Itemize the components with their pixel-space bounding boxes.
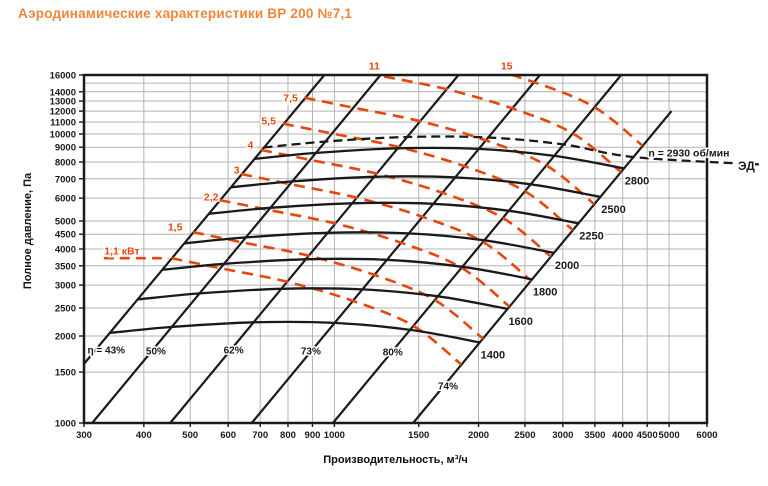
x-tick-label: 2500	[514, 430, 535, 441]
y-tick-label: 3500	[55, 261, 76, 272]
power-label-1.5kw: 1,5	[168, 222, 183, 234]
chart-title: Аэродинамические характеристики ВР 200 №…	[18, 6, 353, 21]
x-tick-label: 4000	[612, 430, 633, 441]
fan-curve-2800	[254, 146, 625, 170]
x-tick-label: 1000	[324, 430, 345, 441]
y-tick-label: 7000	[55, 174, 76, 185]
fan-curve-2000	[184, 231, 555, 255]
x-tick-label: 1500	[408, 430, 429, 441]
x-tick-label: 700	[252, 430, 268, 441]
x-tick-label: 800	[280, 430, 296, 441]
efficiency-label-80: 80%	[383, 348, 403, 359]
y-tick-label: 13000	[50, 97, 76, 108]
y-tick-label: 4000	[55, 245, 76, 256]
efficiency-line-43	[84, 74, 326, 365]
x-tick-label: 3500	[584, 430, 605, 441]
fan-curve-label-2250: 2250	[579, 230, 603, 242]
y-tick-label: 2000	[55, 332, 76, 343]
y-axis-title: Полное давление, Па	[22, 172, 34, 290]
y-tick-label: 1500	[55, 368, 76, 379]
power-curve-11kw	[365, 74, 622, 174]
fan-curve-2250	[208, 201, 579, 225]
x-tick-label: 2000	[468, 430, 489, 441]
x-tick-label: 500	[182, 430, 198, 441]
fan-curve-label-1400: 1400	[481, 349, 505, 361]
power-curve-15kw	[504, 74, 644, 147]
y-tick-label: 8000	[55, 158, 76, 169]
power-label-3kw: 3	[234, 165, 240, 177]
efficiency-label-43: η = 43%	[88, 345, 126, 356]
efficiency-line-80	[332, 74, 623, 424]
motor-ed-label: ЭД	[738, 159, 755, 173]
fan-curve-label-1600: 1600	[508, 316, 532, 328]
power-curve-1.5kw	[192, 230, 484, 340]
fan-curve-label-2000: 2000	[555, 260, 579, 272]
power-label-7.5kw: 7,5	[283, 92, 298, 104]
y-tick-label: 12000	[50, 107, 76, 118]
power-curve-5.5kw	[282, 122, 574, 232]
power-label-4kw: 4	[248, 140, 254, 152]
y-tick-label: 2500	[55, 303, 76, 314]
y-tick-label: 11000	[50, 118, 76, 129]
power-label-11kw: 11	[369, 61, 380, 73]
x-tick-label: 600	[220, 430, 236, 441]
plot-border	[82, 73, 709, 425]
y-tick-label: 6000	[55, 194, 76, 205]
power-label-5.5kw: 5,5	[261, 116, 276, 128]
x-tick-label: 3000	[552, 430, 573, 441]
y-tick-label: 9000	[55, 143, 76, 154]
y-tick-label: 5000	[55, 216, 76, 227]
y-tick-label: 16000	[50, 71, 76, 82]
x-tick-label: 6000	[696, 430, 717, 441]
efficiency-label-50: 50%	[146, 346, 166, 357]
fan-curve-label-2500: 2500	[601, 204, 625, 216]
y-tick-label: 4500	[55, 230, 76, 241]
efficiency-label-73: 73%	[301, 346, 321, 357]
x-tick-label: 4500	[637, 430, 658, 441]
power-label-1.1kw: 1,1 кВт	[104, 245, 139, 257]
efficiency-label-74: 74%	[438, 381, 458, 392]
efficiency-line-62	[169, 74, 460, 424]
fan-curve-2500	[230, 175, 601, 199]
fan-curve-1600	[137, 287, 508, 311]
x-axis-title: Производительность, м³/ч	[323, 454, 468, 466]
power-label-15kw: 15	[501, 61, 513, 73]
motor-curve-2930	[263, 135, 759, 166]
fan-curve-1800	[162, 257, 533, 281]
y-tick-label: 10000	[50, 129, 76, 140]
efficiency-label-62: 62%	[224, 345, 244, 356]
motor-speed-label: n = 2930 об/мин	[648, 147, 729, 159]
power-curve-4kw	[260, 148, 552, 258]
power-curve-1.1kw	[171, 256, 463, 366]
x-tick-label: 5000	[659, 430, 680, 441]
x-tick-label: 400	[136, 430, 152, 441]
plot-area	[84, 74, 673, 424]
efficiency-line-50	[91, 74, 382, 424]
fan-curve-1400	[109, 320, 481, 344]
power-curve-3kw	[240, 172, 532, 282]
power-curve-7.5kw	[304, 96, 596, 206]
y-tick-label: 3000	[55, 281, 76, 292]
x-tick-label: 300	[76, 430, 92, 441]
power-label-2.2kw: 2,2	[204, 192, 219, 204]
y-tick-label: 14000	[50, 87, 76, 98]
fan-curve-label-2800: 2800	[625, 175, 649, 187]
efficiency-line-74	[412, 110, 673, 424]
y-tick-label: 1000	[55, 419, 76, 430]
x-tick-label: 900	[305, 430, 321, 441]
fan-curve-label-1800: 1800	[533, 286, 557, 298]
